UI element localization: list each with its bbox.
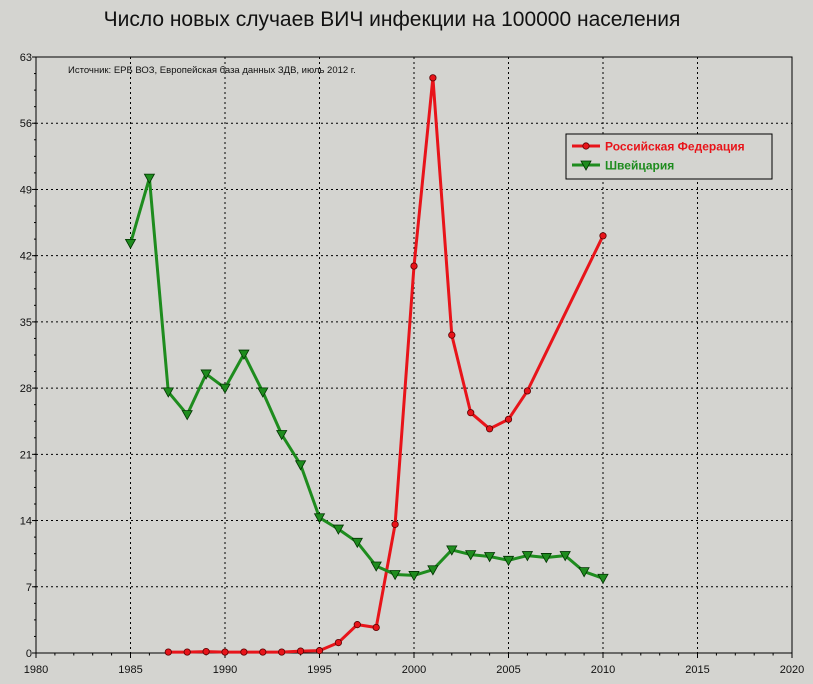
data-point	[448, 331, 456, 339]
data-point	[370, 561, 382, 572]
source-note: Источник: ЕРБ ВОЗ, Европейская база данн…	[68, 65, 356, 76]
y-tick-label: 14	[20, 516, 32, 528]
series-layer	[124, 74, 609, 656]
data-point	[315, 647, 324, 655]
data-point	[467, 409, 475, 417]
x-tick-label: 2005	[496, 664, 520, 676]
x-tick-label: 2010	[591, 664, 615, 676]
y-tick-label: 42	[20, 251, 32, 263]
data-point	[578, 567, 590, 578]
data-point	[599, 232, 607, 240]
legend-label: Российская Федерация	[605, 140, 745, 154]
x-tick-label: 1995	[307, 664, 331, 676]
data-point	[485, 425, 494, 433]
data-point	[240, 648, 248, 656]
data-point	[410, 262, 418, 270]
x-tick-label: 1990	[213, 664, 237, 676]
data-point	[597, 573, 609, 585]
data-point	[259, 648, 267, 656]
y-tick-label: 0	[26, 648, 32, 660]
data-point	[181, 410, 193, 421]
data-point	[465, 550, 477, 561]
data-point	[332, 524, 345, 535]
data-point	[523, 387, 532, 395]
y-tick-label: 49	[20, 184, 32, 196]
x-tick-label: 2020	[780, 664, 804, 676]
data-point	[408, 571, 420, 582]
data-point	[294, 460, 307, 471]
data-point	[351, 537, 363, 549]
data-point	[427, 565, 439, 576]
data-point	[353, 621, 361, 629]
data-point	[446, 545, 458, 556]
data-point	[257, 387, 269, 398]
data-point	[334, 638, 342, 647]
data-point	[559, 551, 571, 562]
y-tick-label: 63	[20, 52, 32, 64]
data-point	[521, 551, 534, 562]
data-point	[429, 74, 437, 82]
y-tick-label: 7	[26, 582, 32, 594]
data-point	[313, 513, 326, 524]
series-line-1	[129, 176, 604, 580]
legend-label: Швейцария	[605, 159, 674, 173]
x-tick-label: 2000	[402, 664, 426, 676]
legend-box	[565, 133, 773, 180]
data-point	[200, 369, 212, 380]
data-point	[238, 349, 250, 360]
data-point	[143, 173, 156, 184]
y-tick-label: 56	[20, 118, 32, 130]
data-point	[164, 648, 172, 656]
data-point	[389, 570, 401, 581]
data-point	[502, 555, 515, 567]
data-point	[162, 387, 174, 398]
data-point	[219, 383, 231, 394]
data-point	[124, 238, 137, 250]
x-tick-label: 2015	[685, 664, 709, 676]
axes: 0 7 14 21 28 35 42 49 56 63 1980 1985 1990 1995 2000 20…	[20, 52, 804, 676]
legend-marker	[582, 142, 590, 150]
data-point	[372, 623, 380, 632]
data-point	[483, 552, 496, 563]
data-point	[504, 415, 513, 423]
chart-title: Число новых случаев ВИЧ инфекции на 1000…	[104, 8, 681, 31]
data-point	[278, 648, 286, 656]
data-point	[221, 648, 229, 656]
data-point	[183, 648, 191, 656]
grid	[36, 57, 792, 653]
data-point	[202, 647, 210, 656]
data-point	[540, 553, 552, 564]
data-point	[391, 520, 399, 528]
x-tick-label: 1985	[118, 664, 142, 676]
y-tick-label: 35	[20, 317, 32, 329]
legend: Российская Федерация Швейцария	[565, 133, 773, 180]
legend-marker	[580, 160, 592, 171]
data-point	[296, 647, 305, 655]
data-point	[276, 430, 288, 441]
x-tick-label: 1980	[24, 664, 48, 676]
y-tick-label: 21	[20, 449, 32, 461]
y-tick-label: 28	[20, 383, 32, 395]
